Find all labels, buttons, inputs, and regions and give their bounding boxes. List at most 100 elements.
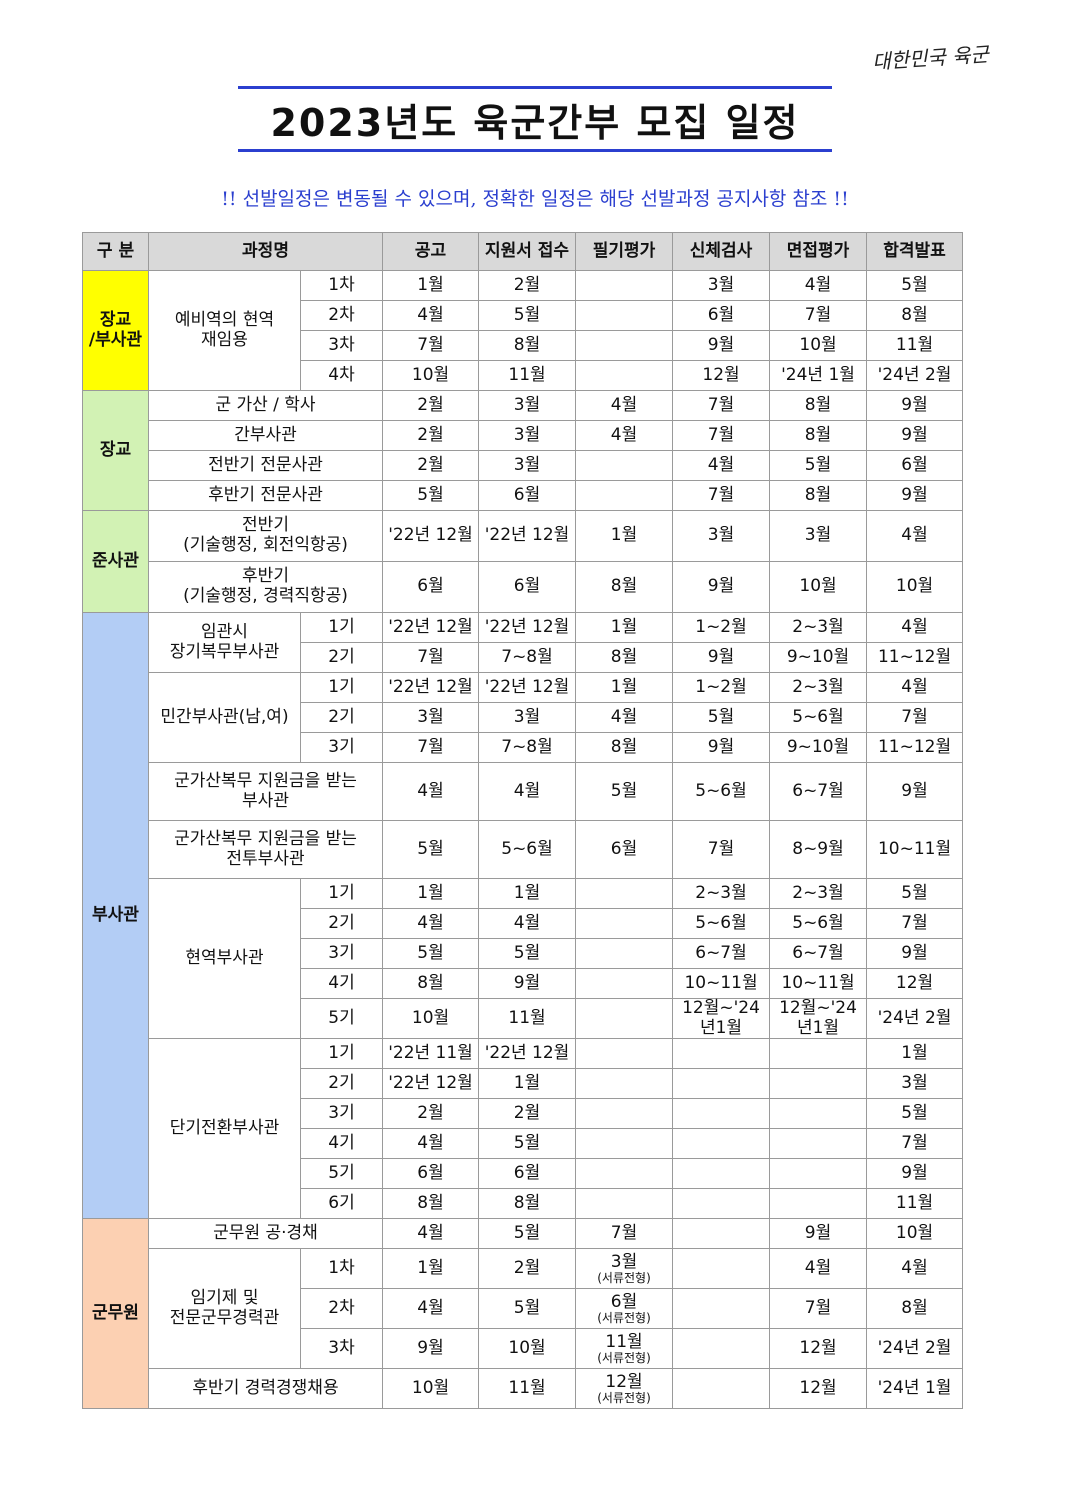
interview-cell: 6~7월 [769,762,868,821]
table-row: 후반기 (기술행정, 경력직항공) 6월 6월 8월 9월 10월 10월 [83,561,964,613]
result-value: 9월 [901,1162,928,1183]
physical-exam-cell [672,1158,771,1190]
result-value: 11월 [895,334,934,355]
interview-value: 2~3월 [792,676,844,697]
written-test-cell: 8월 [575,642,674,673]
written-test-value: 8월 [610,646,638,667]
written-test-cell: 4월 [575,702,674,733]
result-cell: 7월 [866,702,964,733]
course-name-cell: 군가산복무 지원금을 받는 부사관 [147,762,384,821]
round-cell: 2차 [299,1288,384,1330]
announcement-cell: 2월 [382,420,480,451]
result-value: 5월 [901,274,928,295]
round-cell: 3차 [299,330,384,361]
written-test-cell [575,1068,674,1100]
physical-exam-value: 5~6월 [695,912,747,933]
interview-value: 5~6월 [792,912,844,933]
application-value: '22년 12월 [484,676,570,697]
course-name-cell: 현역부사관 [148,877,301,1040]
application-cell: 3월 [478,450,577,481]
result-value: 4월 [901,676,928,697]
announcement-cell: 3월 [382,702,480,733]
physical-exam-cell: 3월 [672,270,771,301]
result-cell: 9월 [866,420,964,451]
announcement-cell: 5월 [382,820,480,879]
written-test-note: (서류전형) [597,1391,651,1406]
interview-cell: 12월~'24년1월 [769,997,868,1040]
written-test-cell [575,300,674,331]
physical-exam-cell [672,1068,771,1100]
application-value: 6월 [513,1162,541,1183]
result-value: 3월 [901,1072,928,1093]
written-test-cell [575,450,674,481]
table-row: 3기 7월 7~8월 8월 9월 9~10월 11~12월 [83,732,964,763]
notice-text: !! 선발일정은 변동될 수 있으며, 정확한 일정은 해당 선발과정 공지사항… [221,188,849,210]
application-value: 4월 [513,780,541,801]
physical-exam-cell [672,1368,771,1410]
announcement-cell: 10월 [382,997,480,1040]
result-value: 10월 [895,1222,934,1243]
announcement-value: 4월 [417,1132,444,1153]
written-test-cell [575,270,674,301]
application-cell: 5월 [478,1288,577,1330]
announcement-cell: 6월 [382,1158,480,1190]
result-value: 9월 [901,394,928,415]
result-value: 9월 [901,780,928,801]
table-row: 후반기 전문사관 5월 6월 7월 8월 9월 [83,480,964,511]
written-test-cell: 1월 [575,672,674,703]
header-physical-exam: 신체검사 [672,232,771,271]
result-value: '24년 2월 [877,1337,952,1358]
interview-value: 6~7월 [792,942,844,963]
written-test-cell [575,480,674,511]
physical-exam-cell [672,1038,771,1070]
announcement-value: 6월 [417,576,444,597]
application-value: '22년 12월 [484,525,570,546]
application-cell: 11월 [478,1368,577,1410]
interview-cell: 7월 [769,300,868,331]
header-category: 구 분 [82,232,149,271]
physical-exam-cell: 3월 [672,510,771,562]
application-value: '22년 12월 [484,616,570,637]
application-cell: '22년 12월 [478,510,577,562]
page-title: 2023년도 육군간부 모집 일정 [270,100,800,145]
physical-exam-cell: 12월~'24년1월 [672,997,771,1040]
result-value: 6월 [901,454,928,475]
application-cell: 5월 [478,300,577,331]
application-cell: 9월 [478,968,577,999]
physical-exam-value: 5~6월 [695,780,747,801]
round-cell: 2기 [299,1068,384,1100]
application-value: 4월 [513,912,541,933]
application-value: 9월 [513,972,541,993]
application-cell: 6월 [478,480,577,511]
result-cell: 10월 [866,1218,964,1250]
result-cell: 5월 [866,1098,964,1130]
announcement-value: 4월 [417,304,444,325]
round-cell: 2기 [299,702,384,733]
interview-cell: 8월 [769,420,868,451]
written-test-cell: 5월 [575,762,674,821]
interview-cell: 2~3월 [769,878,868,909]
announcement-cell: 10월 [382,360,480,391]
interview-value: 7월 [804,304,832,325]
round-cell: 4기 [299,1128,384,1160]
application-cell: 2월 [478,1098,577,1130]
application-value: 2월 [513,1257,541,1278]
announcement-value: 6월 [417,1162,444,1183]
interview-cell [769,1128,868,1160]
announcement-cell: '22년 12월 [382,1068,480,1100]
announcement-value: 5월 [417,838,444,859]
interview-value: 4월 [804,274,832,295]
application-value: 11월 [508,1007,546,1028]
table-row: 3차 7월 8월 9월 10월 11월 [83,330,964,361]
written-test-cell: 3월 (서류전형) [575,1248,674,1290]
application-cell: 1월 [478,1068,577,1100]
result-value: 4월 [901,525,928,546]
announcement-value: 5월 [417,942,444,963]
table-row: 단기전환부사관 1기 '22년 11월 '22년 12월 1월 [83,1038,964,1220]
announcement-cell: 4월 [382,1218,480,1250]
application-value: '22년 12월 [484,1042,570,1063]
result-value: 7월 [901,1132,928,1153]
interview-value: 9~10월 [786,646,850,667]
application-cell: 4월 [478,762,577,821]
result-value: 4월 [901,1257,928,1278]
